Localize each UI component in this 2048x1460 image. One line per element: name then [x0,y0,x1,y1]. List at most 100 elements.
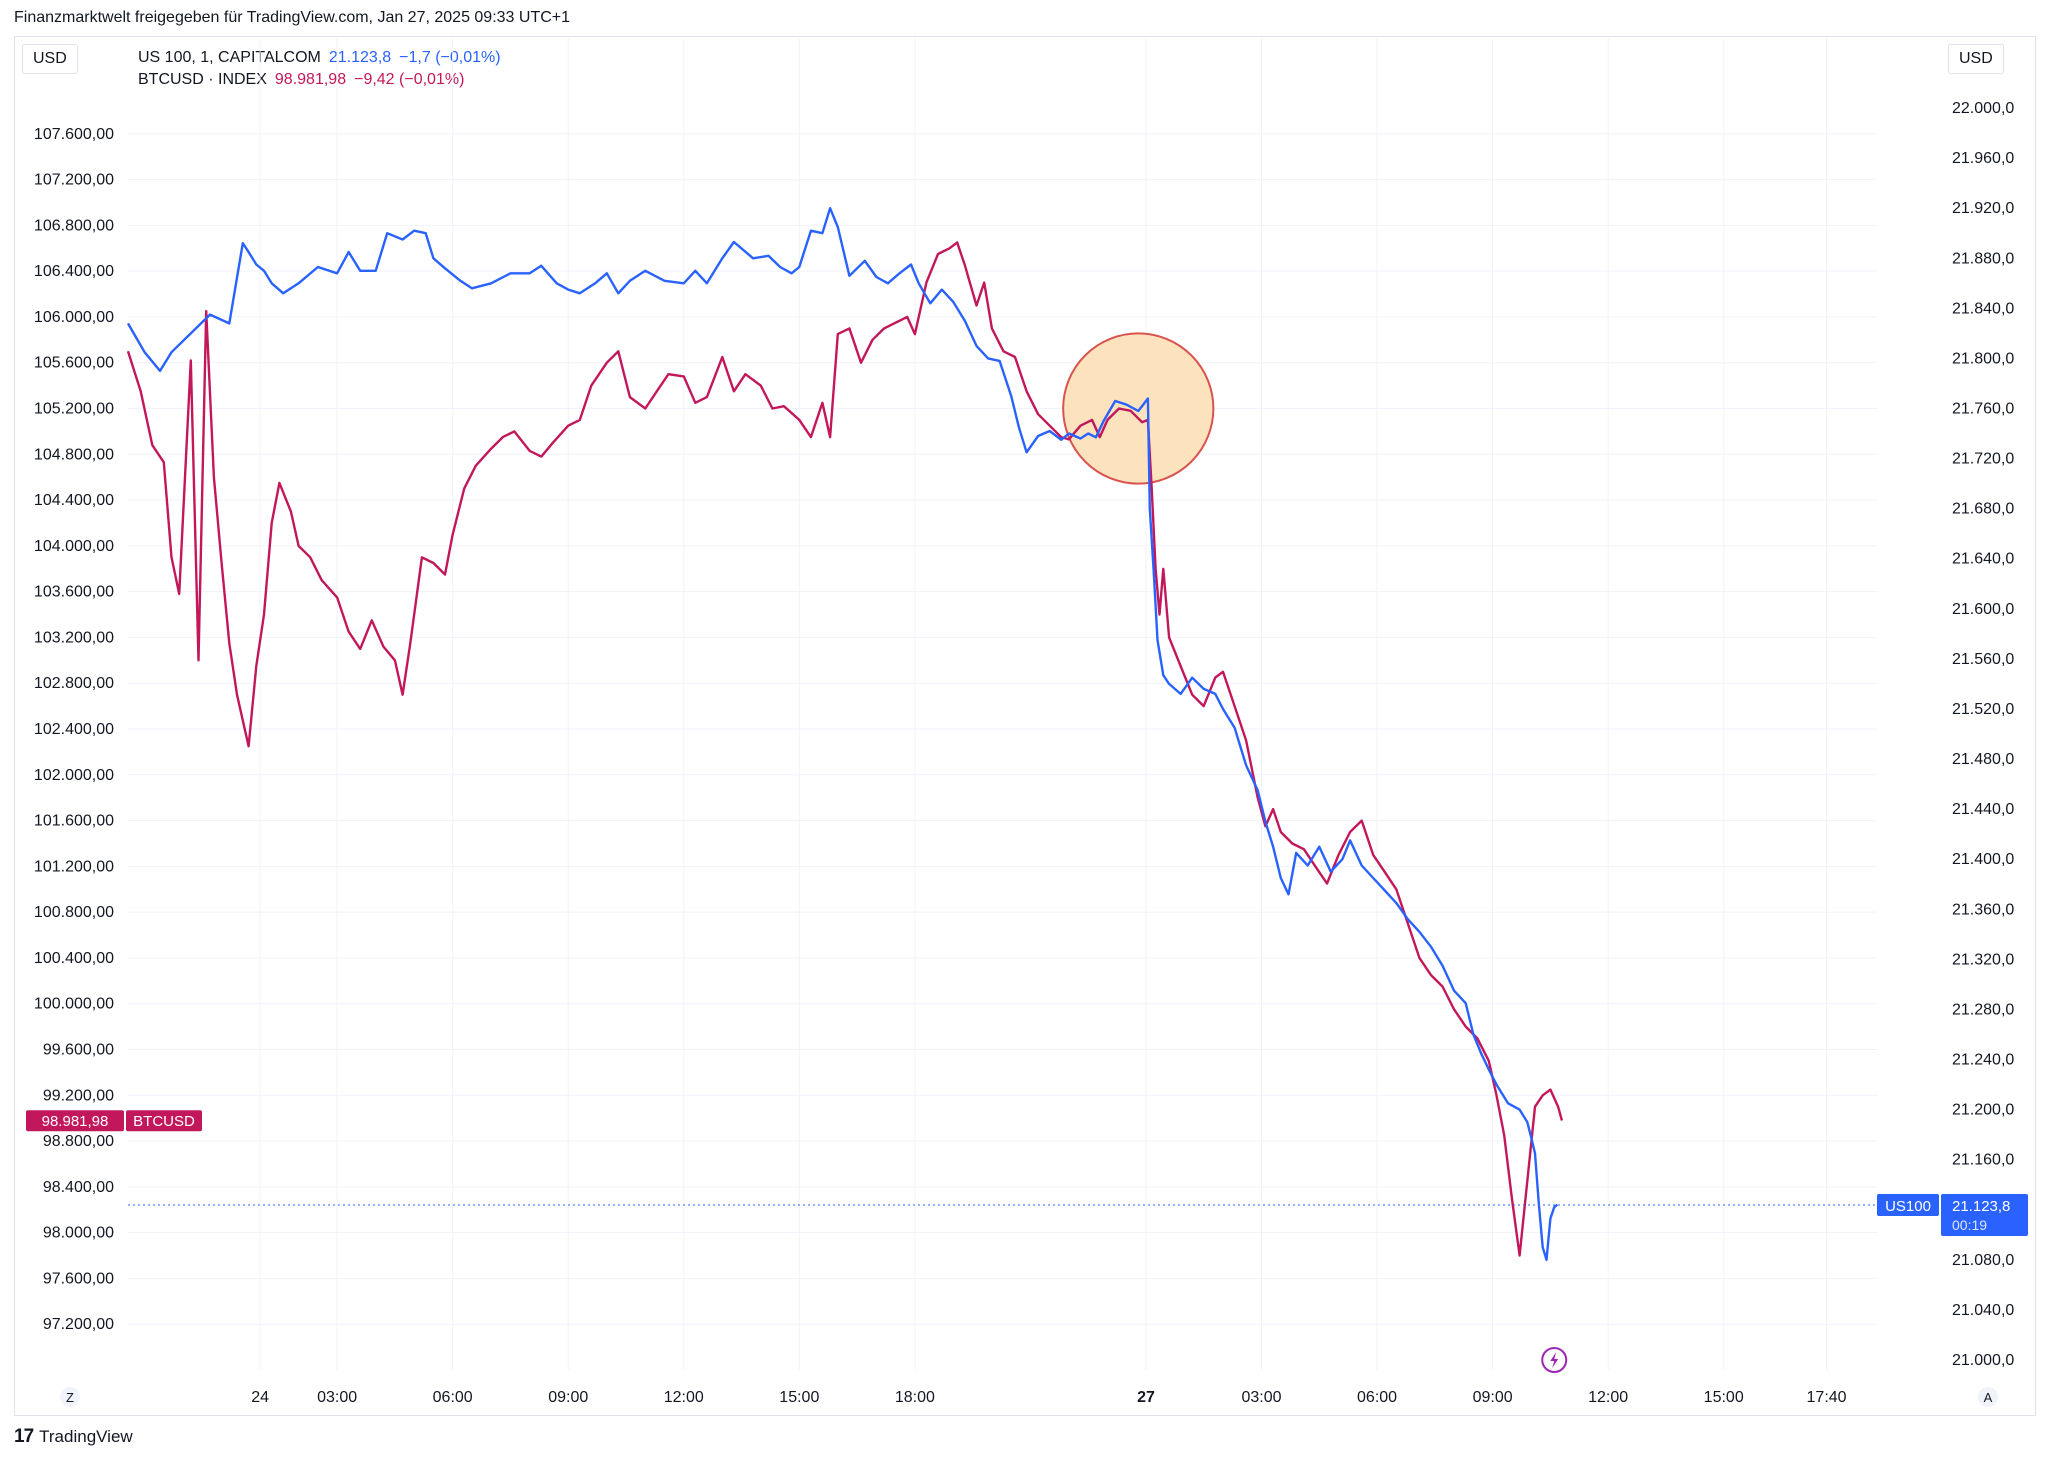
y-left-tick-label: 98.400,00 [43,1179,114,1196]
y-left-tick-label: 97.600,00 [43,1270,114,1287]
y-left-tick-label: 101.200,00 [34,858,114,875]
y-right-tick-label: 21.080,0 [1952,1252,2014,1269]
us100-countdown: 00:19 [1952,1217,1987,1233]
y-left-tick-label: 99.600,00 [43,1042,114,1059]
us100-price-tag-value: 21.123,8 [1952,1198,2010,1215]
x-tick-label: 15:00 [779,1389,819,1406]
btc-symbol-tag [126,1110,202,1132]
axis-corner-label: A [1984,1390,1993,1405]
btc-price-tag [26,1110,124,1132]
legend-us100-symbol: US 100, 1, CAPITALCOM [138,49,321,66]
y-left-tick-label: 104.000,00 [34,538,114,555]
y-left-tick-label: 106.800,00 [34,217,114,234]
y-left-tick-label: 103.200,00 [34,629,114,646]
y-right-tick-label: 21.400,0 [1952,851,2014,868]
y-right-tick-label: 21.880,0 [1952,250,2014,267]
y-right-tick-label: 21.680,0 [1952,501,2014,518]
y-right-tick-label: 21.000,0 [1952,1352,2014,1369]
x-tick-label: 06:00 [1357,1389,1397,1406]
x-tick-label: 03:00 [1241,1389,1281,1406]
lightning-glyph [1550,1352,1559,1368]
y-right-tick-label: 21.600,0 [1952,601,2014,618]
series-us100-line [126,207,1559,1261]
legend-btc-price: 98.981,98 [274,71,347,88]
left-currency-button[interactable]: USD [22,44,78,74]
legend-us100[interactable]: US 100, 1, CAPITALCOM 21.123,8 −1,7 (−0,01… [138,47,501,69]
chart-frame [14,36,2036,1416]
x-tick-label: 09:00 [1473,1389,1513,1406]
legend-btc-symbol: BTCUSD · INDEX [138,71,267,88]
x-tick-label: 12:00 [664,1389,704,1406]
y-left-tick-label: 105.200,00 [34,401,114,418]
y-left-tick-label: 100.000,00 [34,996,114,1013]
y-right-tick-label: 21.200,0 [1952,1102,2014,1119]
y-left-tick-label: 98.800,00 [43,1133,114,1150]
us100-symbol-tag-label: US100 [1885,1198,1931,1215]
y-right-tick-label: 22.000,0 [1952,100,2014,117]
y-right-tick-label: 21.240,0 [1952,1052,2014,1069]
y-left-tick-label: 105.600,00 [34,355,114,372]
y-right-tick-label: 21.360,0 [1952,901,2014,918]
y-left-tick-label: 98.000,00 [43,1225,114,1242]
y-right-tick-label: 21.320,0 [1952,951,2014,968]
x-tick-label: 03:00 [317,1389,357,1406]
tradingview-logo-icon: 17 [14,1426,34,1447]
legend-us100-change: −1,7 (−0,01%) [399,49,501,66]
y-right-tick-label: 21.520,0 [1952,701,2014,718]
x-tick-label: 27 [1137,1389,1155,1406]
legend-btc-change: −9,42 (−0,01%) [354,71,465,88]
y-left-tick-label: 103.600,00 [34,584,114,601]
y-right-tick-label: 21.480,0 [1952,751,2014,768]
y-left-tick-label: 104.800,00 [34,446,114,463]
y-right-tick-label: 21.040,0 [1952,1302,2014,1319]
y-right-tick-label: 21.800,0 [1952,350,2014,367]
y-left-tick-label: 106.000,00 [34,309,114,326]
y-right-tick-label: 21.440,0 [1952,801,2014,818]
y-left-tick-label: 106.400,00 [34,263,114,280]
y-left-tick-label: 102.400,00 [34,721,114,738]
y-right-tick-label: 21.920,0 [1952,200,2014,217]
y-right-tick-label: 21.960,0 [1952,150,2014,167]
legend-us100-price: 21.123,8 [328,49,392,66]
footer-branding[interactable]: 17 TradingView [14,1426,133,1448]
btc-symbol-tag-label: BTCUSD [133,1113,195,1130]
tradingview-brand: TradingView [39,1427,133,1446]
axis-corner-button [1978,1387,1998,1407]
y-right-tick-label: 21.720,0 [1952,451,2014,468]
y-right-tick-label: 21.160,0 [1952,1152,2014,1169]
y-right-tick-label: 21.560,0 [1952,651,2014,668]
y-left-tick-label: 107.200,00 [34,172,114,189]
y-left-tick-label: 102.800,00 [34,675,114,692]
series-btcusd-line [126,241,1564,1257]
legend-btc[interactable]: BTCUSD · INDEX 98.981,98 −9,42 (−0,01%) [138,69,501,91]
y-right-tick-label: 21.280,0 [1952,1001,2014,1018]
y-left-tick-label: 97.200,00 [43,1316,114,1333]
x-tick-label: 12:00 [1588,1389,1628,1406]
y-left-tick-label: 99.200,00 [43,1087,114,1104]
x-tick-label: 06:00 [433,1389,473,1406]
us100-price-tag [1941,1193,2028,1236]
us100-symbol-tag [1877,1193,1939,1216]
y-left-tick-label: 102.000,00 [34,767,114,784]
x-tick-label: 09:00 [548,1389,588,1406]
btc-price-tag-value: 98.981,98 [42,1113,109,1130]
axis-corner-button [60,1387,80,1407]
right-currency-button[interactable]: USD [1948,44,2004,74]
chart-caption: Finanzmarktwelt freigegeben für TradingV… [14,9,571,26]
highlight-circle [1062,332,1215,485]
y-left-tick-label: 101.600,00 [34,813,114,830]
x-tick-label: 17:40 [1807,1389,1847,1406]
chart-legend: US 100, 1, CAPITALCOM 21.123,8 −1,7 (−0,01… [138,47,501,91]
x-tick-label: 24 [251,1389,269,1406]
x-tick-label: 15:00 [1704,1389,1744,1406]
y-right-tick-label: 21.640,0 [1952,551,2014,568]
y-left-tick-label: 100.400,00 [34,950,114,967]
y-left-tick-label: 100.800,00 [34,904,114,921]
x-tick-label: 18:00 [895,1389,935,1406]
axis-corner-label: Z [66,1390,74,1405]
y-left-tick-label: 107.600,00 [34,126,114,143]
y-left-tick-label: 104.400,00 [34,492,114,509]
y-right-tick-label: 21.840,0 [1952,300,2014,317]
y-right-tick-label: 21.760,0 [1952,401,2014,418]
